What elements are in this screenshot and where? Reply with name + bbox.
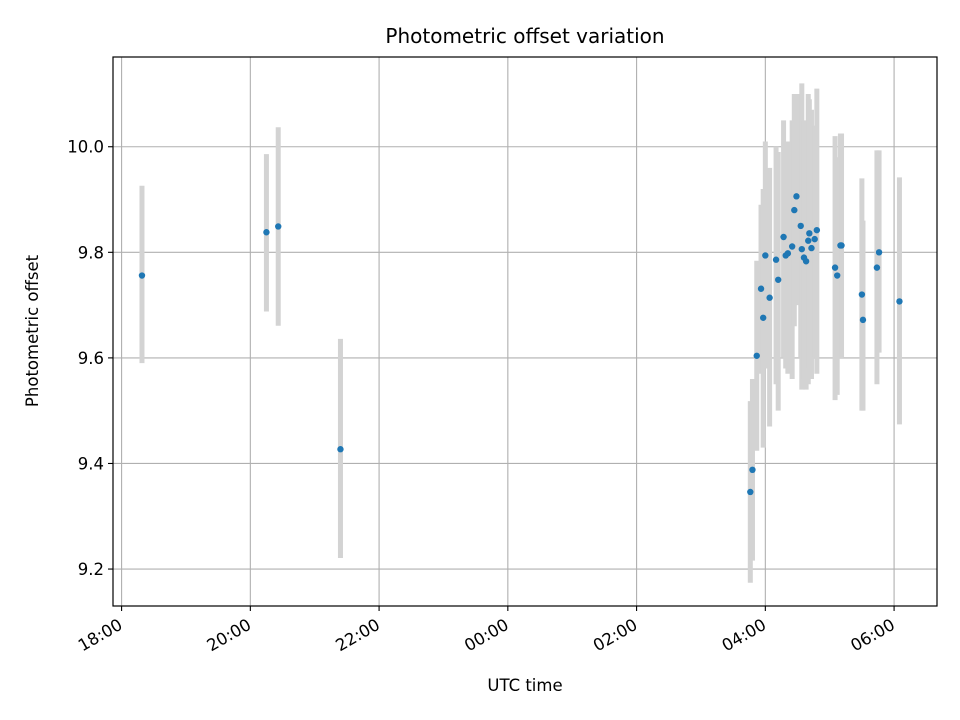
data-point [757,285,765,292]
data-point [813,226,821,234]
data-point [762,252,769,259]
data-point [838,242,845,249]
data-point [747,488,754,496]
data-point [784,250,792,257]
data-point [806,230,813,237]
y-tick-label: 9.4 [78,454,104,473]
data-point [859,316,867,324]
data-point [858,291,866,298]
data-point [138,272,146,279]
data-point [834,272,841,279]
data-point [797,222,804,230]
data-point [775,276,782,283]
data-point [811,235,818,243]
data-point [896,298,903,305]
chart-title: Photometric offset variation [385,24,664,48]
data-point [788,243,796,250]
data-point [780,233,787,241]
y-tick-label: 9.6 [78,349,104,368]
x-axis-title: UTC time [487,676,562,695]
data-point [808,244,815,252]
y-tick-label: 9.2 [78,560,104,579]
data-point [772,256,780,263]
y-axis-ticks: 9.2 9.4 9.6 9.8 10.0 [67,138,113,579]
data-point [337,446,344,453]
data-point [793,193,800,200]
plot-area-frame [112,56,938,607]
data-point [875,249,883,256]
y-tick-label: 9.8 [78,243,104,262]
data-point [798,245,806,253]
data-point [759,314,767,321]
y-axis-title: Photometric offset [23,254,42,407]
data-point [749,466,756,474]
data-point [805,237,812,244]
data-points [138,193,903,496]
data-point [263,229,270,236]
data-point [802,258,810,265]
data-point [791,206,798,214]
data-point [275,223,282,230]
data-point [873,264,881,271]
data-point [766,294,773,301]
data-point [753,352,760,359]
data-point [831,264,839,271]
y-tick-label: 10.0 [67,138,104,157]
